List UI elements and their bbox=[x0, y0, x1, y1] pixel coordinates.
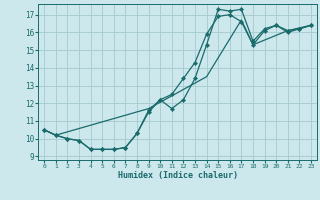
X-axis label: Humidex (Indice chaleur): Humidex (Indice chaleur) bbox=[118, 171, 238, 180]
